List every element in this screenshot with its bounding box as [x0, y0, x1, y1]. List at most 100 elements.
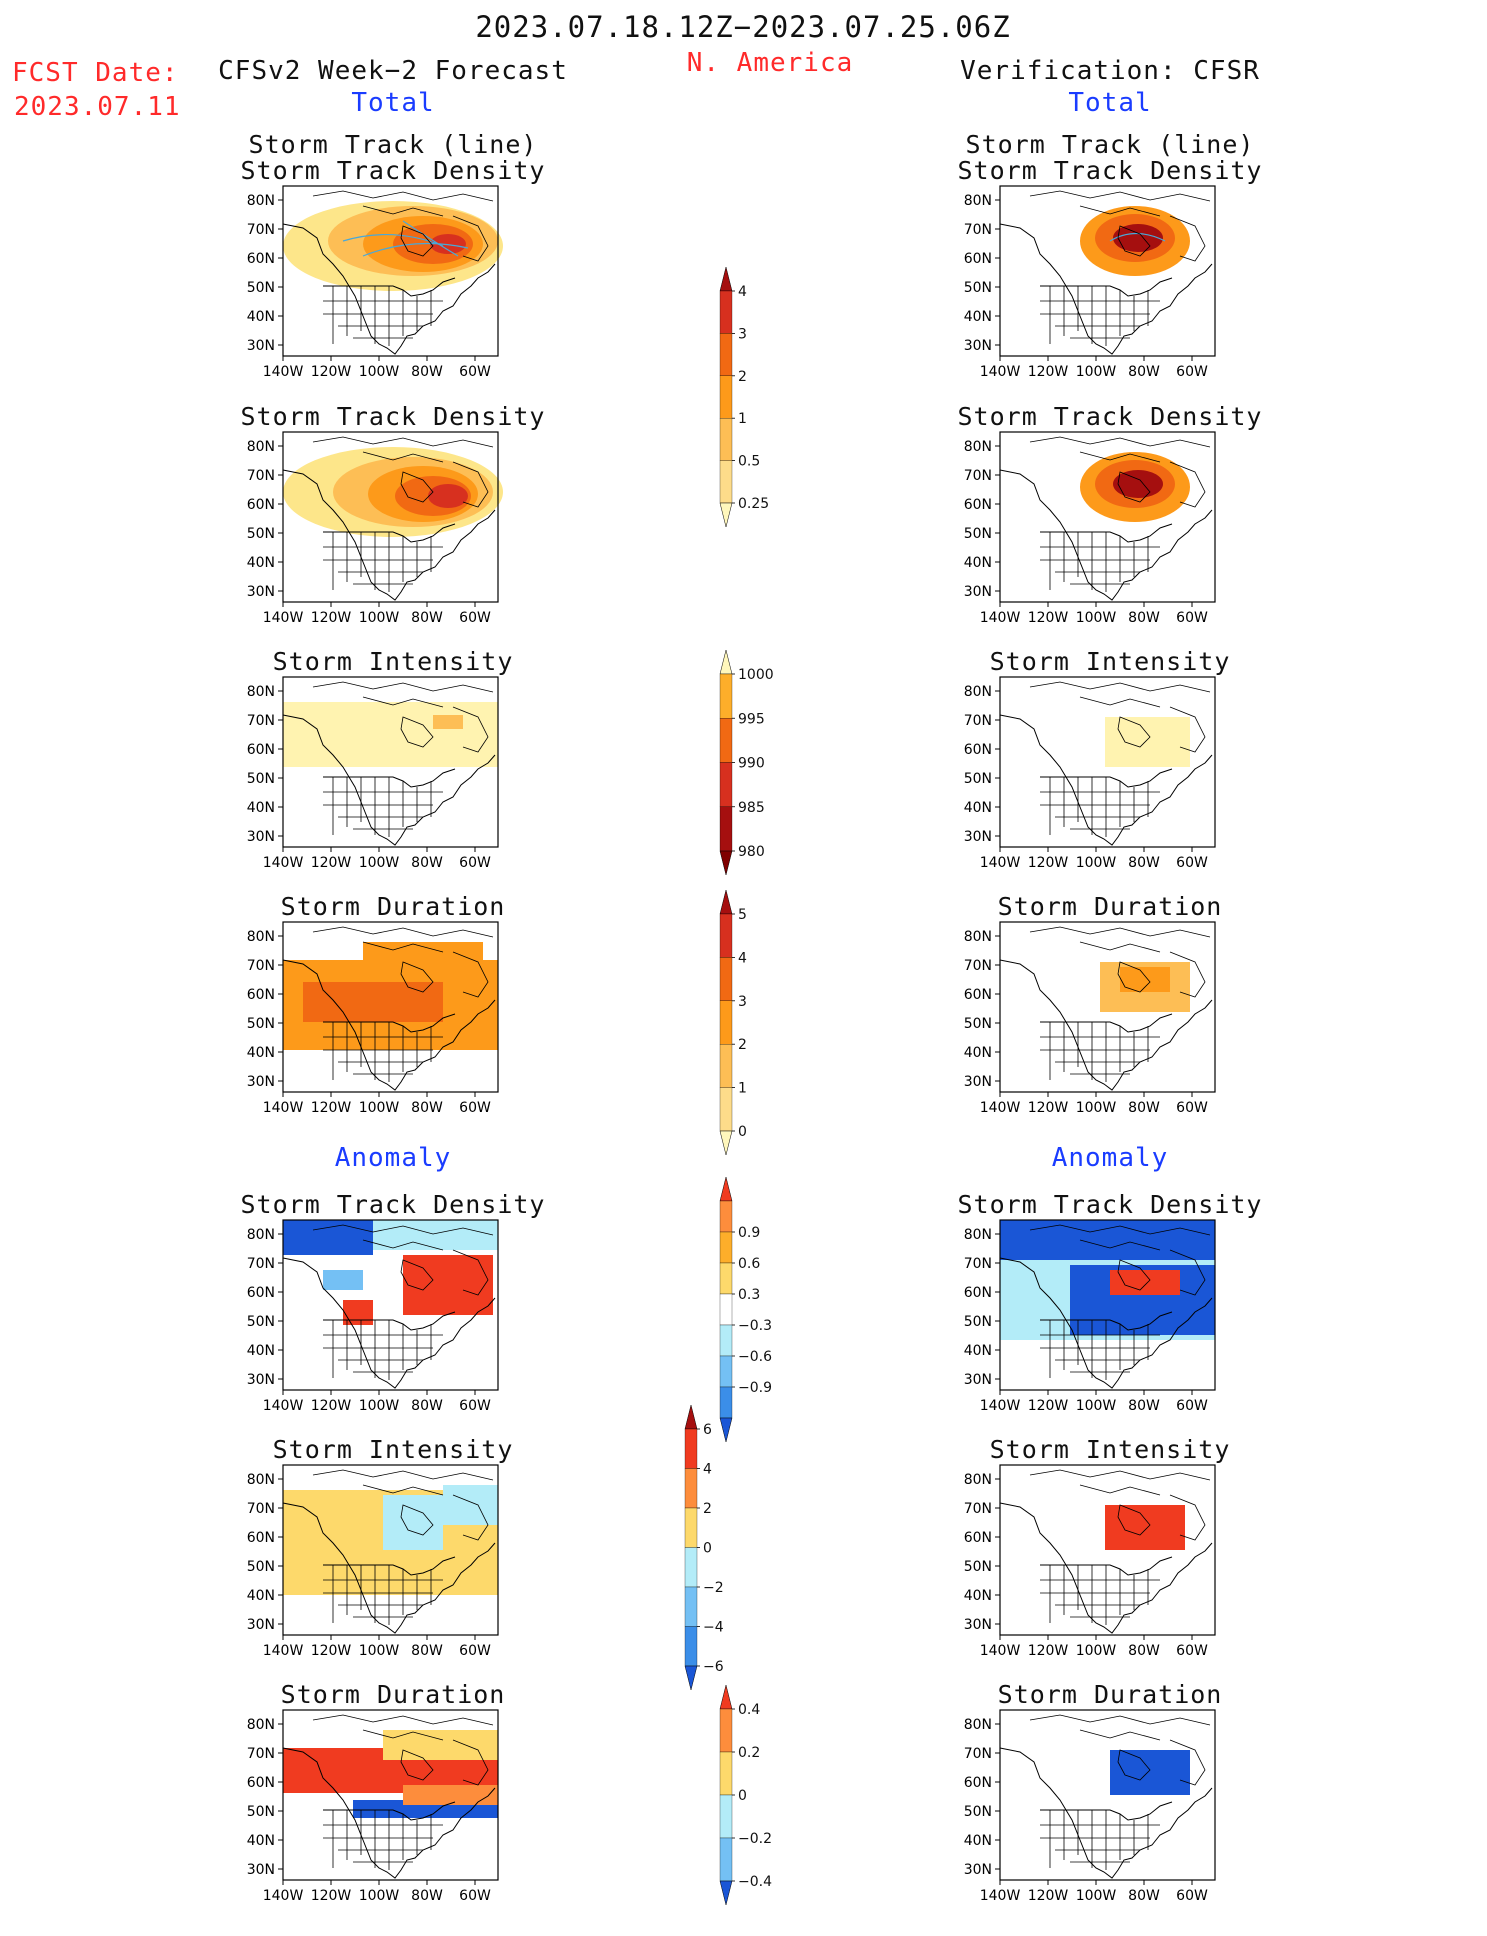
map-plot: 80N 70N 60N 50N 40N 30N 140W 120W 100W 80W 60W: [247, 921, 499, 1116]
lon-tick-label: 140W: [263, 1100, 304, 1116]
coastline: [282, 926, 496, 1091]
colorbar-segment: [719, 957, 733, 1001]
lat-tick-label: 30N: [964, 1074, 992, 1090]
lat-tick-label: 40N: [247, 555, 275, 571]
shading-region: [283, 1220, 373, 1255]
panel-title: Storm Track Density: [240, 1190, 546, 1219]
lat-tick-label: 80N: [247, 1227, 275, 1243]
map-plot: 80N 70N 60N 50N 40N 30N 140W 120W 100W 80W 60W: [247, 1709, 499, 1904]
lat-tick-label: 80N: [964, 439, 992, 455]
colorbar-segment: [719, 1324, 733, 1357]
verification-title: Verification: CFSR: [960, 56, 1260, 86]
lon-tick-label: 120W: [311, 1398, 352, 1414]
colorbar-segment: [719, 1044, 733, 1088]
map-plot: 80N 70N 60N 50N 40N 30N 140W 120W 100W 80W 60W: [964, 431, 1216, 626]
colorbar-label: 0.6: [738, 1256, 760, 1272]
colorbar-segment: [719, 673, 733, 719]
colorbar-label: 3: [738, 994, 747, 1010]
lon-tick-label: 60W: [1176, 1398, 1208, 1414]
colorbar-label: 0.4: [738, 1702, 760, 1718]
coastline: [999, 681, 1213, 846]
lon-tick-label: 60W: [459, 1100, 491, 1116]
forecast-intensity-panel: Storm Intensity (hPa) 80N70N60N50N40N30N…: [238, 647, 548, 892]
colorbar-label: 3: [738, 326, 747, 342]
fcst-date-value: 2023.07.11: [14, 92, 181, 122]
lat-tick-label: 80N: [964, 1472, 992, 1488]
lat-tick-label: 60N: [964, 497, 992, 513]
coastline: [999, 190, 1213, 355]
colorbar-label: 1: [738, 411, 747, 427]
lon-tick-label: 60W: [459, 1888, 491, 1904]
lat-tick-label: 70N: [247, 468, 275, 484]
lon-tick-label: 80W: [411, 364, 443, 380]
lon-tick-label: 80W: [1128, 1398, 1160, 1414]
lat-tick-label: 60N: [247, 1775, 275, 1791]
lon-tick-label: 100W: [1076, 1888, 1117, 1904]
colorbar-label: 985: [738, 800, 765, 816]
verification-duration-anomaly-panel: Storm Duration (day) 80N70N60N50N40N30N1…: [955, 1680, 1265, 1925]
shading-region: [403, 1785, 498, 1805]
lon-tick-label: 120W: [1028, 855, 1069, 871]
lat-tick-label: 30N: [247, 338, 275, 354]
lat-tick-label: 70N: [964, 1746, 992, 1762]
colorbar-segment: [719, 913, 733, 958]
lon-tick-label: 140W: [263, 1398, 304, 1414]
lat-tick-label: 40N: [247, 309, 275, 325]
lon-tick-label: 100W: [359, 610, 400, 626]
shading-region: [363, 942, 483, 982]
colorbar-label: −0.6: [738, 1349, 772, 1365]
lat-tick-label: 50N: [964, 1016, 992, 1032]
lon-tick-label: 60W: [1176, 364, 1208, 380]
verification-track-density-panel: Storm Track Density 80N 70N 60N 50N 40N 30N 14…: [955, 402, 1265, 647]
fcst-date-label: FCST Date:: [12, 58, 179, 88]
lat-tick-label: 60N: [247, 1530, 275, 1546]
colorbar-label: 0: [703, 1541, 712, 1557]
lon-tick-label: 140W: [263, 610, 304, 626]
lat-tick-label: 40N: [247, 1588, 275, 1604]
panel-title: Storm Track Density: [240, 402, 546, 431]
lon-tick-label: 140W: [980, 1643, 1021, 1659]
forecast-duration-panel: Storm Duration (day) 80N70N60N50N40N30N1…: [238, 892, 548, 1137]
lat-tick-label: 80N: [247, 439, 275, 455]
lon-tick-label: 80W: [411, 1643, 443, 1659]
storm-track-line: [1109, 232, 1166, 242]
colorbar-label: 6: [703, 1422, 712, 1438]
colorbar-label: −6: [703, 1659, 724, 1675]
colorbar-label: 2: [738, 369, 747, 385]
lat-tick-label: 60N: [964, 1775, 992, 1791]
colorbar-segment: [719, 850, 733, 876]
panel-title-line1: Storm Track (line): [965, 130, 1255, 159]
colorbar-segment: [684, 1404, 698, 1430]
left-anomaly-label: Anomaly: [334, 1143, 452, 1173]
lat-tick-label: 80N: [247, 1472, 275, 1488]
colorbar-segment: [719, 1293, 733, 1326]
shading-region: [433, 715, 463, 729]
map-plot: 80N 70N 60N 50N 40N 30N 140W 120W 100W 80W 60W: [964, 921, 1216, 1116]
map-plot: 80N 70N 60N 50N 40N 30N 140W 120W 100W 80W 60W: [964, 676, 1216, 871]
shading-region: [1105, 717, 1190, 767]
lon-tick-label: 140W: [980, 610, 1021, 626]
shading-region: [1113, 224, 1163, 252]
colorbar-segment: [719, 1837, 733, 1882]
lon-tick-label: 80W: [1128, 855, 1160, 871]
lon-tick-label: 80W: [411, 1888, 443, 1904]
lat-tick-label: 60N: [964, 251, 992, 267]
lon-tick-label: 120W: [1028, 364, 1069, 380]
colorbar-label: 4: [703, 1462, 712, 1478]
lat-tick-label: 60N: [247, 1285, 275, 1301]
lat-tick-label: 70N: [964, 468, 992, 484]
colorbar-segment: [719, 1087, 733, 1132]
colorbar-label: −0.4: [738, 1874, 772, 1890]
colorbar-segment: [719, 1708, 733, 1753]
lon-tick-label: 80W: [1128, 610, 1160, 626]
colorbar-segment: [719, 1262, 733, 1295]
lat-tick-label: 60N: [964, 1530, 992, 1546]
lon-tick-label: 80W: [1128, 1100, 1160, 1116]
forecast-storm-track-panel: Storm Track (line) Storm Track Density (…: [238, 130, 548, 400]
colorbar-label: −4: [703, 1620, 724, 1636]
colorbar-label: −0.9: [738, 1380, 772, 1396]
lat-tick-label: 70N: [247, 1256, 275, 1272]
forecast-density-anomaly-panel: Storm Track Density 80N 70N 60N 50N 40N 30N 14…: [238, 1190, 548, 1435]
lon-tick-label: 120W: [1028, 1100, 1069, 1116]
forecast-intensity-anomaly-panel: Storm Intensity (hPa) 80N70N60N50N40N30N…: [238, 1435, 548, 1680]
